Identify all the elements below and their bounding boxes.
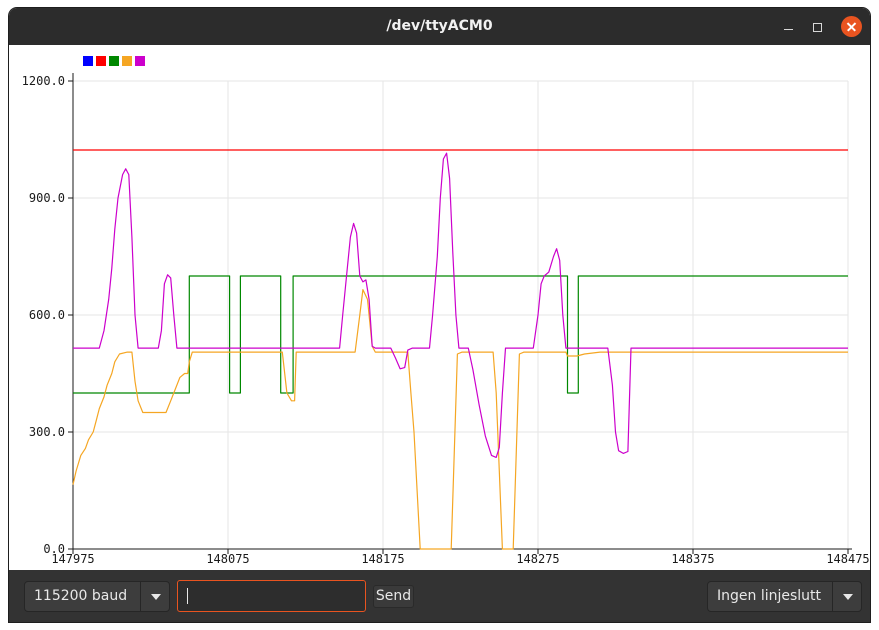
bottom-toolbar: 115200 baud Send Ingen linjeslutt — [9, 570, 870, 622]
y-tick-label: 1200.0 — [22, 74, 65, 88]
window-title: /dev/ttyACM0 — [386, 18, 493, 34]
legend-swatch — [96, 56, 106, 66]
y-tick-label: 0.0 — [43, 542, 65, 556]
x-tick-label: 148275 — [516, 552, 559, 566]
y-tick-label: 600.0 — [29, 308, 65, 322]
x-tick-label: 148375 — [671, 552, 714, 566]
dropdown-separator — [140, 582, 141, 611]
send-button[interactable]: Send — [373, 585, 414, 608]
x-tick-label: 148475 — [826, 552, 869, 566]
line-ending-value: Ingen linjeslutt — [717, 588, 822, 604]
series-line — [72, 289, 848, 550]
x-tick-label: 148075 — [206, 552, 249, 566]
text-caret — [187, 588, 188, 604]
line-ending-dropdown[interactable]: Ingen linjeslutt — [707, 581, 862, 612]
x-tick-label: 147975 — [51, 552, 94, 566]
line-chart: 0.0 300.0 600.0 900.0 1200.0 147975 148075 1481… — [22, 56, 870, 566]
title-bar: /dev/ttyACM0 — [9, 8, 870, 45]
serial-plotter-window: /dev/ttyACM0 0.0 300.0 600.0 900.0 1200.0 147… — [9, 8, 870, 622]
y-tick-label: 300.0 — [29, 425, 65, 439]
x-tick-label: 148175 — [361, 552, 404, 566]
close-icon[interactable] — [841, 16, 862, 37]
legend-swatch — [83, 56, 93, 66]
baud-rate-dropdown[interactable]: 115200 baud — [24, 581, 170, 612]
legend-swatch — [109, 56, 119, 66]
legend-swatch — [122, 56, 132, 66]
minimize-icon[interactable] — [779, 17, 799, 37]
series-line — [73, 275, 848, 394]
legend-swatch — [135, 56, 145, 66]
message-input[interactable] — [177, 580, 366, 612]
chevron-down-icon[interactable] — [151, 594, 161, 600]
plot-area: 0.0 300.0 600.0 900.0 1200.0 147975 148075 1481… — [9, 45, 870, 570]
chevron-down-icon[interactable] — [843, 594, 853, 600]
baud-rate-value: 115200 baud — [34, 588, 128, 604]
maximize-icon[interactable] — [807, 17, 827, 37]
dropdown-separator — [832, 582, 833, 611]
y-tick-label: 900.0 — [29, 191, 65, 205]
series-line — [73, 152, 848, 458]
